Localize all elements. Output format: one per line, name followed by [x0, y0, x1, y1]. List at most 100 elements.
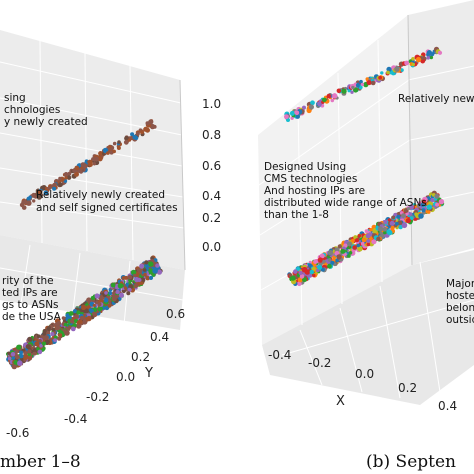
- left-y-tick: 0.4: [150, 330, 169, 344]
- annotation-line: Designed Using: [264, 161, 346, 173]
- annotation-line: belong: [446, 302, 474, 314]
- annotation-line: y newly created: [4, 116, 88, 128]
- scatter-point: [75, 323, 82, 329]
- scatter-point: [330, 98, 335, 103]
- scatter-point: [72, 323, 77, 328]
- scatter-point: [74, 171, 79, 177]
- scatter-point: [310, 100, 315, 106]
- scatter-point: [383, 230, 387, 235]
- scatter-point: [94, 293, 100, 299]
- right-back-pane: [408, 0, 474, 265]
- annotation-line: And hosting IPs are: [264, 185, 365, 197]
- scatter-point: [336, 88, 342, 94]
- scatter-point: [22, 348, 26, 352]
- annotation-line: than the 1-8: [264, 209, 329, 221]
- scatter-point: [84, 308, 90, 314]
- scatter-point: [387, 229, 393, 236]
- scatter-point: [93, 156, 99, 162]
- left-y-tick: -0.6: [6, 426, 29, 440]
- scatter-point: [421, 199, 426, 204]
- scatter-point: [347, 241, 353, 247]
- scatter-point: [68, 325, 72, 330]
- scatter-point: [317, 264, 323, 270]
- scatter-point: [123, 139, 129, 145]
- scatter-point: [117, 283, 124, 289]
- scatter-point: [341, 88, 347, 94]
- scatter-point: [332, 255, 337, 260]
- scatter-point: [389, 220, 395, 226]
- scatter-point: [137, 277, 142, 283]
- scatter-point: [74, 314, 80, 319]
- scatter-point: [32, 351, 37, 356]
- scatter-point: [418, 213, 424, 219]
- scatter-point: [347, 89, 351, 93]
- right-x-tick: 0.2: [398, 381, 417, 395]
- scatter-point: [36, 334, 41, 339]
- right-x-tick: -0.2: [308, 356, 331, 370]
- scatter-point: [135, 131, 140, 136]
- scatter-point: [411, 57, 415, 61]
- scatter-point: [435, 202, 440, 207]
- scatter-point: [53, 182, 57, 186]
- scatter-point: [371, 239, 377, 245]
- scatter-point: [386, 70, 390, 75]
- scatter-point: [391, 215, 396, 220]
- scatter-point: [308, 104, 314, 110]
- scatter-point: [289, 110, 295, 116]
- scatter-point: [437, 50, 443, 55]
- scatter-point: [72, 309, 78, 314]
- scatter-point: [43, 335, 49, 341]
- scatter-point: [134, 135, 139, 141]
- scatter-point: [301, 266, 308, 273]
- scatter-point: [115, 289, 120, 295]
- scatter-point: [117, 140, 121, 144]
- scatter-point: [77, 319, 83, 325]
- scatter-point: [130, 132, 135, 137]
- scatter-point: [112, 149, 116, 154]
- scatter-point: [332, 93, 338, 99]
- scatter-point: [121, 288, 126, 294]
- left-annotation-top: sing chnologies y newly created: [4, 92, 88, 128]
- scatter-point: [116, 146, 121, 150]
- left-y-axis-label: Y: [144, 366, 153, 381]
- right-side-pane: [258, 15, 412, 345]
- scatter-point: [64, 176, 68, 180]
- scatter-point: [87, 159, 93, 165]
- scatter-point: [74, 165, 80, 171]
- scatter-point: [366, 242, 371, 247]
- scatter-point: [143, 272, 147, 276]
- scatter-point: [378, 75, 382, 80]
- scatter-point: [97, 302, 102, 307]
- scatter-point: [21, 205, 27, 210]
- left-y-tick: -0.4: [64, 412, 87, 426]
- scatter-point: [81, 304, 87, 310]
- right-x-tick: 0.0: [355, 367, 374, 381]
- annotation-line: ted IPs are: [2, 287, 58, 299]
- scatter-point: [42, 331, 47, 336]
- scatter-point: [357, 246, 363, 252]
- scatter-point: [394, 66, 400, 72]
- scatter-point: [92, 312, 98, 317]
- scatter-point: [400, 68, 404, 72]
- scatter-point: [142, 268, 147, 272]
- scatter-point: [139, 263, 145, 269]
- scatter-point: [145, 275, 150, 281]
- scatter-point: [97, 306, 102, 312]
- scatter-point: [319, 253, 325, 258]
- scatter-point: [387, 218, 392, 222]
- scatter-point: [36, 347, 40, 351]
- scatter-point: [37, 189, 43, 195]
- scatter-point: [430, 198, 435, 203]
- scatter-point: [395, 221, 399, 226]
- scatter-point: [152, 268, 158, 274]
- scatter-point: [295, 114, 301, 119]
- scatter-point: [299, 274, 305, 279]
- scatter-point: [98, 151, 103, 156]
- scatter-point: [79, 170, 83, 174]
- scatter-point: [407, 207, 411, 211]
- scatter-point: [7, 356, 12, 361]
- scatter-point: [122, 276, 126, 280]
- annotation-line: gs to ASNs: [2, 299, 59, 311]
- scatter-point: [52, 186, 57, 191]
- scatter-point: [56, 321, 62, 326]
